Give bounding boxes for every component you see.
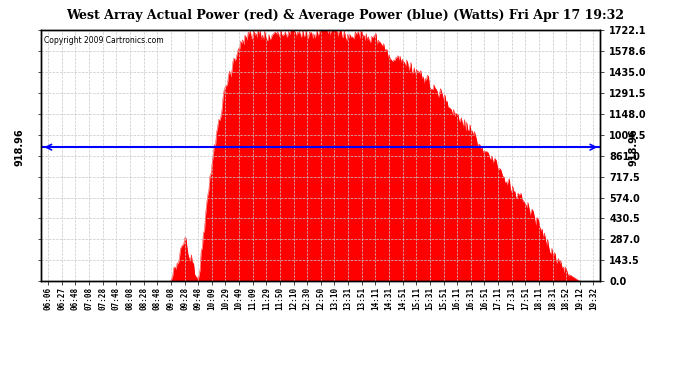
Text: Copyright 2009 Cartronics.com: Copyright 2009 Cartronics.com [44, 36, 164, 45]
Text: West Array Actual Power (red) & Average Power (blue) (Watts) Fri Apr 17 19:32: West Array Actual Power (red) & Average … [66, 9, 624, 22]
Text: 918.96: 918.96 [629, 128, 639, 166]
Text: 918.96: 918.96 [14, 128, 24, 166]
